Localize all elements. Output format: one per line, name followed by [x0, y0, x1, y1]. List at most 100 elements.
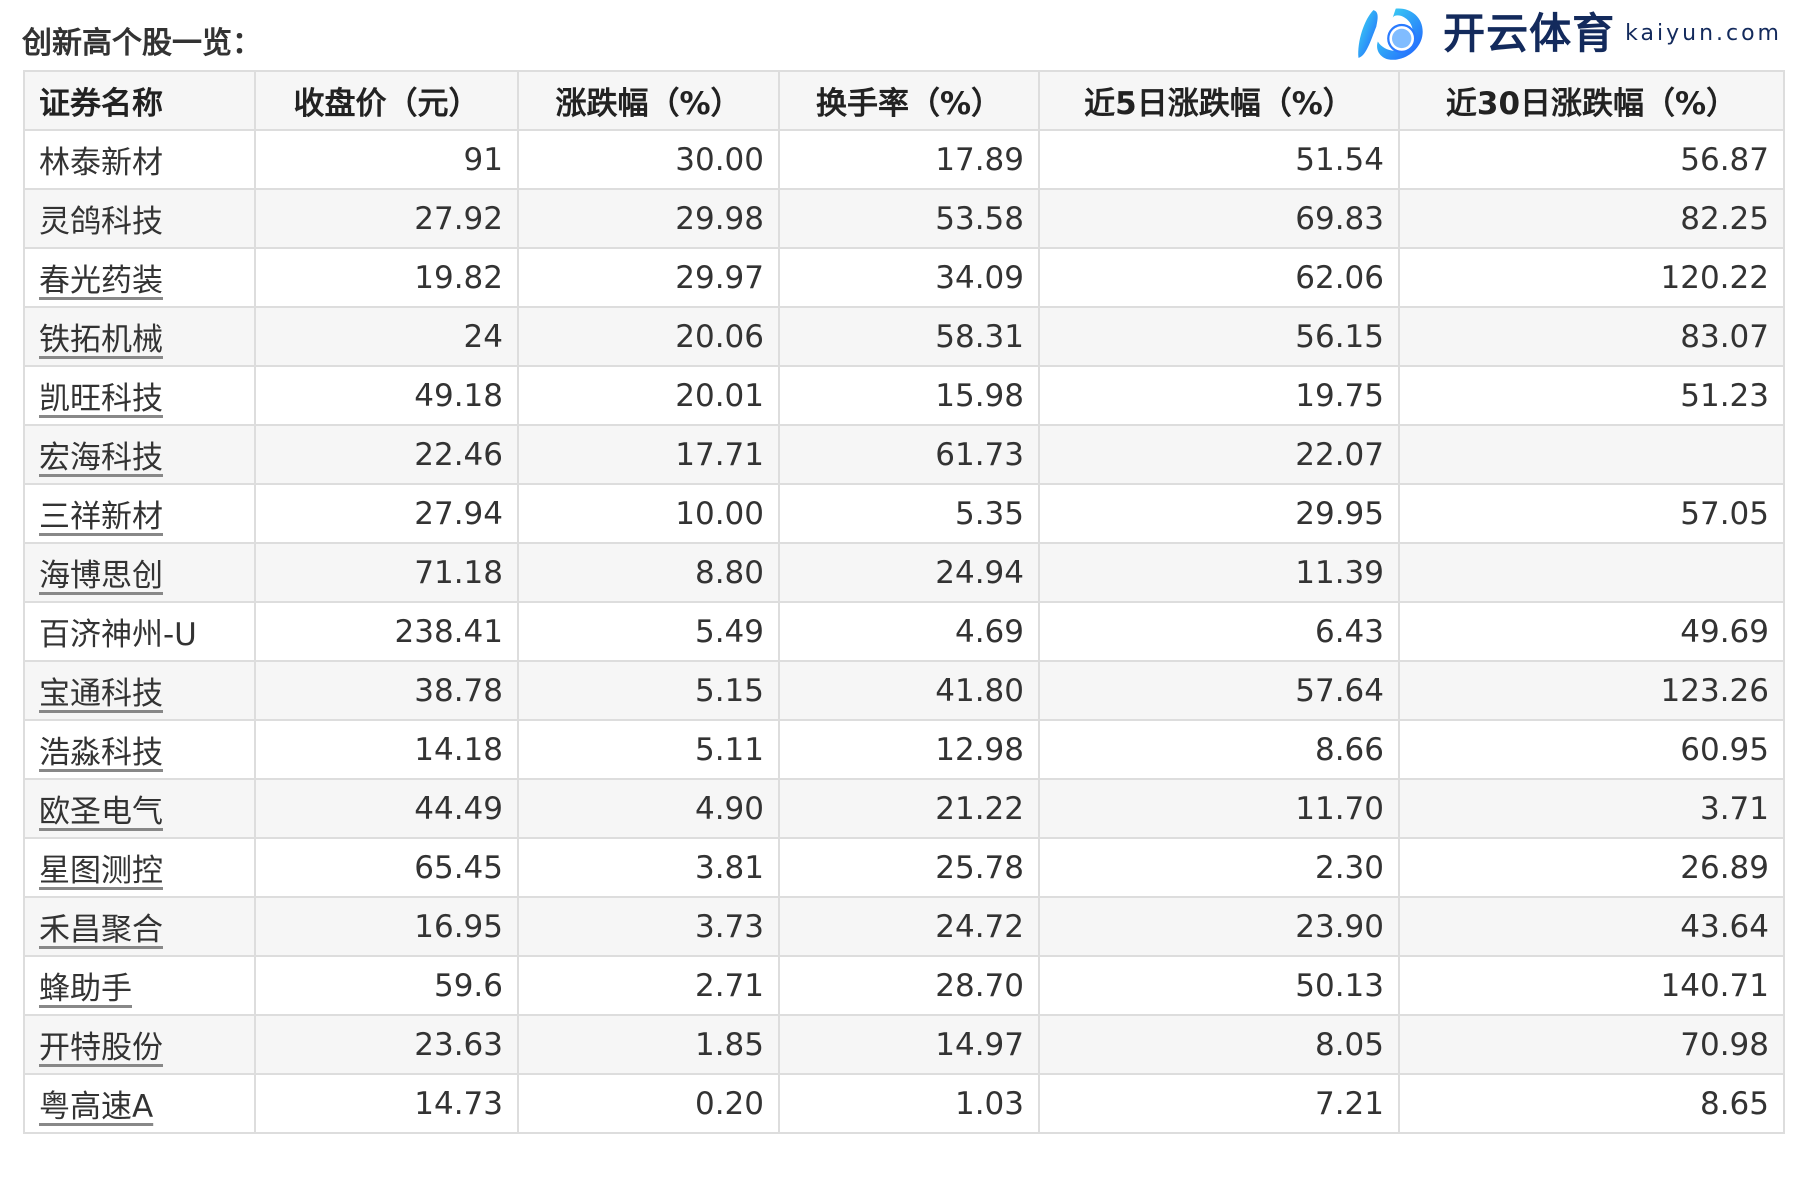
cell-stock-name: 蜂助手 — [23, 955, 256, 1016]
stock-name-link[interactable]: 宝通科技 — [39, 676, 163, 712]
cell-stock-name: 林泰新材 — [23, 129, 256, 190]
cell-stock-name: 粤高速A — [23, 1073, 256, 1134]
stock-name-link[interactable]: 蜂助手 — [39, 971, 132, 1007]
stock-name-link[interactable]: 浩淼科技 — [39, 735, 163, 771]
table-cell: 4.90 — [517, 778, 780, 839]
table-row: 林泰新材 91 30.00 17.89 51.54 56.87 — [23, 129, 1785, 190]
table-cell: 123.26 — [1398, 660, 1785, 721]
table-cell: 27.92 — [254, 188, 519, 249]
table-cell: 6.43 — [1038, 601, 1400, 662]
table-cell: 38.78 — [254, 660, 519, 721]
cell-stock-name: 宏海科技 — [23, 424, 256, 485]
stock-name-link[interactable]: 三祥新材 — [39, 499, 163, 535]
stock-name-link[interactable]: 宏海科技 — [39, 440, 163, 476]
table-cell: 5.11 — [517, 719, 780, 780]
table-cell: 58.31 — [778, 306, 1040, 367]
table-cell: 53.58 — [778, 188, 1040, 249]
table-cell: 3.81 — [517, 837, 780, 898]
table-cell — [1398, 542, 1785, 603]
table-cell: 4.69 — [778, 601, 1040, 662]
cell-stock-name: 春光药装 — [23, 247, 256, 308]
table-cell: 12.98 — [778, 719, 1040, 780]
table-cell: 1.03 — [778, 1073, 1040, 1134]
cell-stock-name: 三祥新材 — [23, 483, 256, 544]
table-cell: 8.80 — [517, 542, 780, 603]
watermark-logo: 开云体育 kaiyun.com — [1351, 4, 1782, 64]
table-cell: 44.49 — [254, 778, 519, 839]
table-cell: 14.73 — [254, 1073, 519, 1134]
table-cell: 71.18 — [254, 542, 519, 603]
table-cell — [1398, 424, 1785, 485]
cell-stock-name: 凯旺科技 — [23, 365, 256, 426]
table-cell: 43.64 — [1398, 896, 1785, 957]
table-row: 宝通科技 38.78 5.15 41.80 57.64 123.26 — [23, 660, 1785, 721]
cell-stock-name: 百济神州-U — [23, 601, 256, 662]
table-cell: 8.66 — [1038, 719, 1400, 780]
table-header-row: 证券名称 收盘价（元） 涨跌幅（%） 换手率（%） 近5日涨跌幅（%） 近30日涨跌幅（%… — [23, 70, 1785, 131]
table-cell: 28.70 — [778, 955, 1040, 1016]
cell-stock-name: 禾昌聚合 — [23, 896, 256, 957]
table-cell: 7.21 — [1038, 1073, 1400, 1134]
table-cell: 15.98 — [778, 365, 1040, 426]
table-cell: 238.41 — [254, 601, 519, 662]
table-cell: 3.71 — [1398, 778, 1785, 839]
stock-name-link[interactable]: 开特股份 — [39, 1030, 163, 1066]
stock-name-link[interactable]: 粤高速A — [39, 1089, 154, 1125]
stock-name-link[interactable]: 欧圣电气 — [39, 794, 163, 830]
stock-name-link[interactable]: 凯旺科技 — [39, 381, 163, 417]
table-row: 粤高速A 14.73 0.20 1.03 7.21 8.65 — [23, 1073, 1785, 1134]
table-cell: 20.06 — [517, 306, 780, 367]
table-row: 三祥新材 27.94 10.00 5.35 29.95 57.05 — [23, 483, 1785, 544]
table-cell: 57.64 — [1038, 660, 1400, 721]
table-cell: 2.30 — [1038, 837, 1400, 898]
table-cell: 11.39 — [1038, 542, 1400, 603]
table-cell: 59.6 — [254, 955, 519, 1016]
table-row: 铁拓机械 24 20.06 58.31 56.15 83.07 — [23, 306, 1785, 367]
cell-stock-name: 海博思创 — [23, 542, 256, 603]
watermark-text-en: kaiyun.com — [1625, 21, 1782, 46]
table-row: 浩淼科技 14.18 5.11 12.98 8.66 60.95 — [23, 719, 1785, 780]
table-cell: 57.05 — [1398, 483, 1785, 544]
table-cell: 29.98 — [517, 188, 780, 249]
table-cell: 23.90 — [1038, 896, 1400, 957]
column-header: 近5日涨跌幅（%） — [1038, 70, 1400, 131]
table-cell: 27.94 — [254, 483, 519, 544]
table-cell: 56.87 — [1398, 129, 1785, 190]
table-cell: 16.95 — [254, 896, 519, 957]
table-cell: 11.70 — [1038, 778, 1400, 839]
table-cell: 61.73 — [778, 424, 1040, 485]
table-cell: 5.15 — [517, 660, 780, 721]
table-cell: 14.18 — [254, 719, 519, 780]
stock-name-link[interactable]: 春光药装 — [39, 263, 163, 299]
table-cell: 10.00 — [517, 483, 780, 544]
table-row: 宏海科技 22.46 17.71 61.73 22.07 — [23, 424, 1785, 485]
table-cell: 8.05 — [1038, 1014, 1400, 1075]
table-cell: 60.95 — [1398, 719, 1785, 780]
table-cell: 19.82 — [254, 247, 519, 308]
stock-name-link[interactable]: 铁拓机械 — [39, 322, 163, 358]
table-row: 灵鸽科技 27.92 29.98 53.58 69.83 82.25 — [23, 188, 1785, 249]
table-cell: 50.13 — [1038, 955, 1400, 1016]
stock-name-link[interactable]: 星图测控 — [39, 853, 163, 889]
table-row: 欧圣电气 44.49 4.90 21.22 11.70 3.71 — [23, 778, 1785, 839]
table-cell: 14.97 — [778, 1014, 1040, 1075]
table-cell: 26.89 — [1398, 837, 1785, 898]
column-header: 收盘价（元） — [254, 70, 519, 131]
table-row: 百济神州-U 238.41 5.49 4.69 6.43 49.69 — [23, 601, 1785, 662]
stock-name-link[interactable]: 海博思创 — [39, 558, 163, 594]
cell-stock-name: 灵鸽科技 — [23, 188, 256, 249]
table-cell: 17.89 — [778, 129, 1040, 190]
table-cell: 41.80 — [778, 660, 1040, 721]
table-cell: 30.00 — [517, 129, 780, 190]
cell-stock-name: 星图测控 — [23, 837, 256, 898]
column-header: 换手率（%） — [778, 70, 1040, 131]
table-cell: 17.71 — [517, 424, 780, 485]
table-cell: 69.83 — [1038, 188, 1400, 249]
stock-name-link[interactable]: 禾昌聚合 — [39, 912, 163, 948]
stock-name-link: 灵鸽科技 — [39, 204, 163, 240]
table-cell: 0.20 — [517, 1073, 780, 1134]
table-cell: 19.75 — [1038, 365, 1400, 426]
table-cell: 8.65 — [1398, 1073, 1785, 1134]
table-row: 星图测控 65.45 3.81 25.78 2.30 26.89 — [23, 837, 1785, 898]
table-cell: 24.94 — [778, 542, 1040, 603]
